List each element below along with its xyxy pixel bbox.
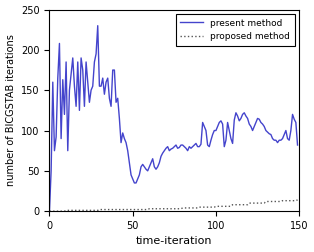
present method xyxy=(296,144,300,147)
present method xyxy=(221,122,225,125)
present method xyxy=(179,144,183,147)
proposed method xyxy=(129,208,133,211)
Legend: present method, proposed method: present method, proposed method xyxy=(176,14,295,46)
present method xyxy=(131,177,135,180)
proposed method xyxy=(48,210,51,213)
Line: proposed method: proposed method xyxy=(50,200,298,211)
X-axis label: time-iteration: time-iteration xyxy=(136,236,213,246)
proposed method xyxy=(296,198,300,201)
proposed method xyxy=(187,206,191,209)
proposed method xyxy=(177,207,181,210)
proposed method xyxy=(146,208,149,211)
present method xyxy=(189,147,193,150)
present method xyxy=(96,24,100,27)
proposed method xyxy=(252,202,256,205)
present method xyxy=(254,121,258,124)
Y-axis label: number of BICGSTAB iterations: number of BICGSTAB iterations xyxy=(6,35,16,186)
Line: present method: present method xyxy=(50,26,298,211)
present method xyxy=(148,165,151,168)
proposed method xyxy=(219,205,223,208)
present method xyxy=(48,210,51,213)
